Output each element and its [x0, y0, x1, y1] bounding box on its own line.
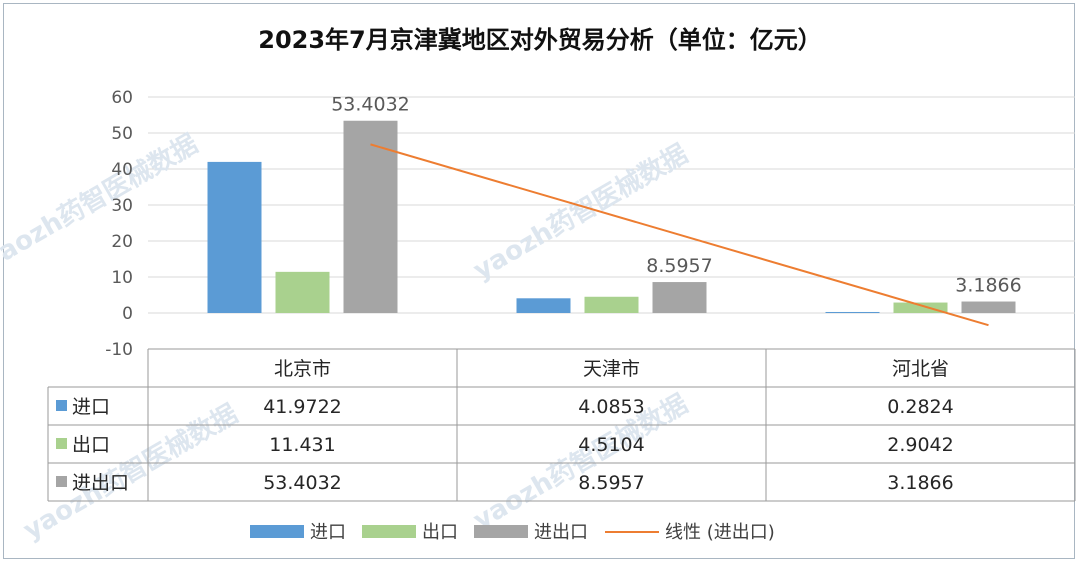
- data-label: 8.5957: [646, 255, 712, 277]
- legend-swatch: [250, 525, 304, 538]
- table-legend-key: [56, 438, 67, 449]
- legend-label: 线性 (进出口): [665, 522, 775, 543]
- chart-frame: [3, 3, 1075, 559]
- table-row-label: 出口: [72, 434, 110, 456]
- table-cell: 4.5104: [578, 434, 644, 456]
- data-label: 53.4032: [331, 94, 410, 116]
- bar-进出口-河北省: [961, 301, 1016, 313]
- watermark-text: yaozh药智医械数据: [19, 399, 244, 546]
- table-cell: 3.1866: [887, 472, 953, 494]
- bar-进出口-天津市: [652, 282, 707, 313]
- table-row-label: 进出口: [72, 472, 129, 494]
- y-tick-label: 60: [111, 88, 133, 108]
- y-axis-ticks: 60 50 40 30 20 10 0 -10: [105, 88, 133, 360]
- table-legend-key: [56, 400, 67, 411]
- bar-进出口-北京市: [343, 120, 398, 314]
- bars: [207, 120, 1016, 314]
- y-tick-label: 50: [111, 124, 133, 144]
- legend: 进口 出口 进出口 线性 (进出口): [250, 522, 775, 543]
- bar-进口-天津市: [516, 298, 571, 313]
- y-tick-label: 20: [111, 232, 133, 252]
- table-cell: 8.5957: [578, 472, 644, 494]
- trendline: [370, 143, 989, 327]
- table-row-label: 进口: [72, 396, 110, 418]
- legend-label: 进出口: [534, 522, 588, 543]
- table-legend-key: [56, 476, 67, 487]
- table-cell: 53.4032: [263, 472, 342, 494]
- y-tick-label: -10: [105, 340, 133, 360]
- bar-出口-河北省: [893, 302, 948, 313]
- watermark-text: yaozh药智医械数据: [0, 129, 203, 276]
- table-cell: 11.431: [269, 434, 335, 456]
- y-tick-label: 30: [111, 196, 133, 216]
- bar-进口-北京市: [207, 161, 262, 313]
- table-cell: 41.9722: [263, 396, 342, 418]
- chart-title: 2023年7月京津冀地区对外贸易分析（单位：亿元）: [258, 26, 822, 54]
- legend-swatch: [474, 525, 528, 538]
- table-header-cell: 天津市: [583, 358, 640, 380]
- data-label: 3.1866: [955, 275, 1021, 297]
- table-cell: 0.2824: [887, 396, 953, 418]
- bar-进口-河北省: [825, 311, 880, 313]
- bar-出口-天津市: [584, 296, 639, 313]
- table-cell: 4.0853: [578, 396, 644, 418]
- y-tick-label: 40: [111, 160, 133, 180]
- legend-swatch: [362, 525, 416, 538]
- y-tick-label: 0: [122, 304, 133, 324]
- table-header-cell: 河北省: [892, 358, 949, 380]
- trendline-line: [370, 143, 989, 327]
- legend-label: 出口: [422, 522, 458, 543]
- data-labels: 53.4032 8.5957 3.1866: [331, 94, 1022, 297]
- table-header-cell: 北京市: [274, 358, 331, 380]
- table-cell: 2.9042: [887, 434, 953, 456]
- bar-出口-北京市: [275, 271, 330, 313]
- legend-label: 进口: [310, 522, 346, 543]
- y-tick-label: 10: [111, 268, 133, 288]
